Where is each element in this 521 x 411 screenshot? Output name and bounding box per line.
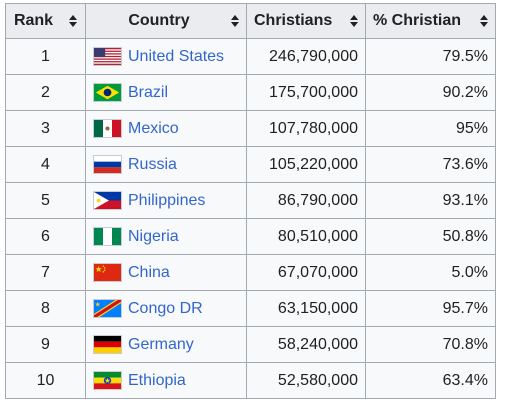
table-row: 2 Brazil 175,700,000 90.2% xyxy=(5,74,496,111)
germany-flag-icon[interactable] xyxy=(93,335,122,354)
pct-christian-cell: 93.1% xyxy=(365,182,496,219)
christians-cell: 58,240,000 xyxy=(246,326,366,363)
christians-cell: 105,220,000 xyxy=(246,146,366,183)
country-link[interactable]: China xyxy=(128,263,170,281)
rank-cell: 3 xyxy=(5,110,86,147)
country-link[interactable]: United States xyxy=(128,47,225,65)
country-cell: Russia xyxy=(85,146,247,183)
nigeria-flag-icon[interactable] xyxy=(93,227,122,246)
table-row: 8 Congo DR 63,150,000 95.7% xyxy=(5,290,496,327)
rank-cell: 9 xyxy=(5,326,86,363)
country-cell: Ethiopia xyxy=(85,362,247,399)
christians-column-header[interactable]: Christians xyxy=(246,3,366,39)
country-link[interactable]: Ethiopia xyxy=(128,371,186,389)
sort-icon[interactable] xyxy=(480,15,488,27)
christians-cell: 67,070,000 xyxy=(246,254,366,291)
philippines-flag-icon[interactable] xyxy=(93,191,122,210)
country-cell: United States xyxy=(85,38,247,75)
sort-icon[interactable] xyxy=(350,15,358,27)
country-link[interactable]: Brazil xyxy=(128,83,169,101)
country-link[interactable]: Nigeria xyxy=(128,227,179,245)
rank-cell: 2 xyxy=(5,74,86,111)
country-header-label: Country xyxy=(128,12,190,29)
table-row: 1 United States 246,790,000 79.5% xyxy=(5,38,496,75)
rank-cell: 6 xyxy=(5,218,86,255)
country-link[interactable]: Mexico xyxy=(128,119,179,137)
christians-cell: 175,700,000 xyxy=(246,74,366,111)
mexico-flag-icon[interactable] xyxy=(93,119,122,138)
table-row: 9 Germany 58,240,000 70.8% xyxy=(5,326,496,363)
table-row: 5 Philippines 86,790,000 93.1% xyxy=(5,182,496,219)
country-cell: China xyxy=(85,254,247,291)
country-cell: Germany xyxy=(85,326,247,363)
rank-cell: 4 xyxy=(5,146,86,183)
christians-cell: 107,780,000 xyxy=(246,110,366,147)
table-row: 3 Mexico 107,780,000 95% xyxy=(5,110,496,147)
christians-by-country-table: Rank Country Christians % Christian 1 Uni… xyxy=(5,3,496,399)
congo-dr-flag-icon[interactable] xyxy=(93,299,122,318)
country-column-header[interactable]: Country xyxy=(85,3,247,39)
sort-icon[interactable] xyxy=(69,15,78,27)
country-cell: Philippines xyxy=(85,182,247,219)
sort-icon[interactable] xyxy=(231,15,239,27)
country-link[interactable]: Russia xyxy=(128,155,177,173)
country-link[interactable]: Germany xyxy=(128,335,194,353)
christians-cell: 52,580,000 xyxy=(246,362,366,399)
pct-christian-cell: 90.2% xyxy=(365,74,496,111)
ethiopia-flag-icon[interactable] xyxy=(93,371,122,390)
country-link[interactable]: Congo DR xyxy=(128,299,203,317)
christians-cell: 80,510,000 xyxy=(246,218,366,255)
china-flag-icon[interactable] xyxy=(93,263,122,282)
pct-christian-cell: 5.0% xyxy=(365,254,496,291)
pct-column-header[interactable]: % Christian xyxy=(365,3,496,39)
header-row: Rank Country Christians % Christian xyxy=(5,3,496,39)
country-cell: Nigeria xyxy=(85,218,247,255)
rank-cell: 10 xyxy=(5,362,86,399)
christians-cell: 246,790,000 xyxy=(246,38,366,75)
pct-christian-cell: 63.4% xyxy=(365,362,496,399)
rank-cell: 7 xyxy=(5,254,86,291)
table-row: 7 China 67,070,000 5.0% xyxy=(5,254,496,291)
rank-header-label: Rank xyxy=(13,12,54,29)
table-row: 6 Nigeria 80,510,000 50.8% xyxy=(5,218,496,255)
christians-header-label: Christians xyxy=(254,12,333,29)
table-row: 4 Russia 105,220,000 73.6% xyxy=(5,146,496,183)
russia-flag-icon[interactable] xyxy=(93,155,122,174)
us-flag-icon[interactable] xyxy=(93,47,122,66)
pct-christian-cell: 70.8% xyxy=(365,326,496,363)
brazil-flag-icon[interactable] xyxy=(93,83,122,102)
country-cell: Congo DR xyxy=(85,290,247,327)
table-row: 10 Ethiopia 52,580,000 63.4% xyxy=(5,362,496,399)
pct-header-label: % Christian xyxy=(373,12,462,29)
rank-cell: 1 xyxy=(5,38,86,75)
christians-cell: 63,150,000 xyxy=(246,290,366,327)
pct-christian-cell: 79.5% xyxy=(365,38,496,75)
rank-cell: 8 xyxy=(5,290,86,327)
rank-column-header[interactable]: Rank xyxy=(5,3,86,39)
pct-christian-cell: 50.8% xyxy=(365,218,496,255)
pct-christian-cell: 73.6% xyxy=(365,146,496,183)
country-link[interactable]: Philippines xyxy=(128,191,206,209)
rank-cell: 5 xyxy=(5,182,86,219)
country-cell: Mexico xyxy=(85,110,247,147)
country-cell: Brazil xyxy=(85,74,247,111)
pct-christian-cell: 95% xyxy=(365,110,496,147)
pct-christian-cell: 95.7% xyxy=(365,290,496,327)
christians-cell: 86,790,000 xyxy=(246,182,366,219)
